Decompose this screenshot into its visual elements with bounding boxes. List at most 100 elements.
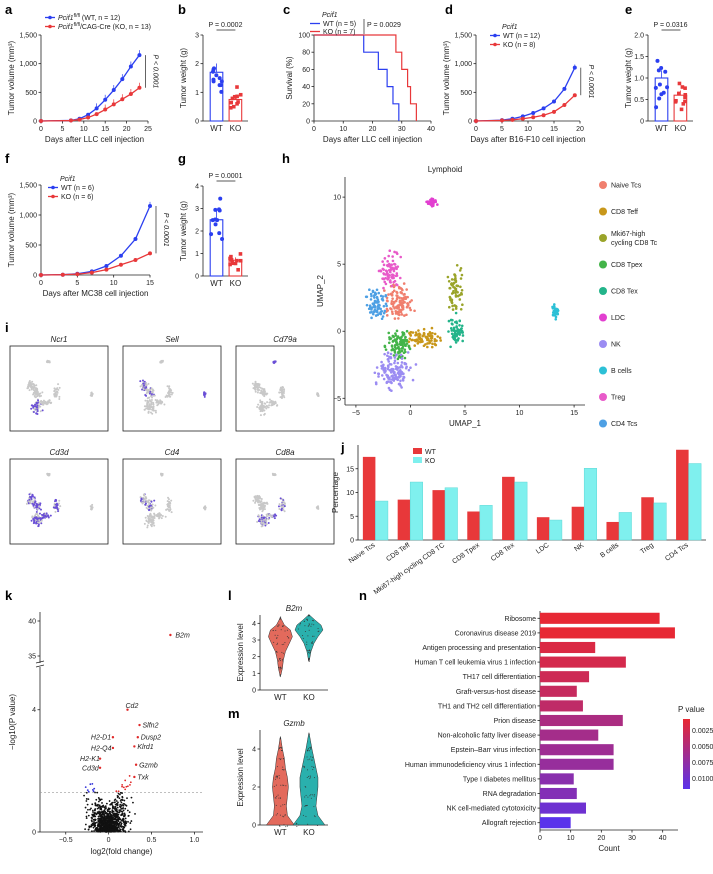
x-tick-label: 5 [500, 126, 504, 133]
feature-point [45, 512, 48, 515]
data-point [655, 58, 660, 63]
umap-point [401, 346, 404, 350]
cell-point [317, 631, 319, 633]
gene-point [87, 798, 90, 800]
umap-point [395, 283, 398, 286]
umap-point [414, 333, 417, 337]
cell-point [283, 643, 285, 645]
gene-annotation: H2-K1 [80, 756, 100, 763]
feature-point [139, 380, 142, 383]
feature-point [165, 508, 168, 511]
gene-point [121, 785, 123, 788]
gene-annotation: Slfn2 [143, 723, 159, 730]
feature-point [56, 508, 59, 511]
x-tick-label: 20 [597, 835, 605, 842]
feature-point [148, 408, 151, 411]
gene-point [94, 808, 97, 810]
feature-point [253, 384, 256, 387]
gene-point [98, 804, 101, 807]
feature-point [280, 505, 283, 508]
y-tick-label: 4 [195, 184, 199, 191]
data-point [89, 270, 94, 275]
feature-point [264, 405, 267, 408]
umap-point [382, 286, 385, 290]
feature-point [259, 414, 262, 417]
feature-point [146, 399, 149, 402]
umap-point [450, 332, 454, 336]
umap-point [388, 376, 391, 379]
gene-point [96, 829, 99, 832]
umap-point [454, 278, 457, 281]
umap-point [402, 300, 405, 303]
gene-point [94, 802, 97, 805]
gene-point [115, 813, 118, 816]
y-tick-label: 4 [32, 707, 36, 714]
data-point [572, 93, 577, 98]
gene-point [103, 813, 106, 816]
umap-point [459, 266, 463, 270]
cell-point [279, 666, 281, 668]
bar-wt [397, 499, 411, 540]
feature-point [30, 499, 33, 502]
feature-point [143, 500, 146, 503]
gene-point [126, 785, 129, 788]
legend-marker [48, 15, 52, 20]
cell-point [313, 815, 315, 817]
umap-point [392, 368, 395, 371]
bar-wt [676, 449, 689, 540]
cell-point [283, 816, 285, 818]
data-point [681, 102, 686, 106]
gene-point [110, 825, 113, 828]
gene-point [105, 816, 108, 819]
cell-point [313, 806, 315, 808]
umap-point [456, 294, 460, 298]
feature-point [254, 501, 257, 504]
data-point [653, 85, 658, 90]
cell-point [307, 796, 309, 798]
cell-point [307, 749, 309, 751]
y-tick-label: 0 [640, 119, 644, 126]
feature-point [260, 519, 263, 522]
umap-point [400, 361, 404, 364]
umap-point [391, 273, 395, 277]
gene-point [108, 821, 111, 824]
y-axis-label: Tumor volume (mm³) [7, 192, 16, 267]
umap-point [376, 298, 380, 301]
x-tick-label: 40 [659, 835, 667, 842]
feature-point [36, 512, 39, 515]
feature-point [25, 502, 28, 505]
data-point [39, 119, 43, 123]
umap-point [430, 336, 434, 340]
cell-point [308, 732, 310, 734]
pathway-label: NK cell-mediated cytotoxicity [447, 806, 537, 813]
umap-point [381, 267, 385, 271]
gene-point [87, 814, 90, 817]
x-tick-label: 0 [474, 126, 478, 133]
y-tick-label: −5 [333, 396, 341, 403]
umap-point [434, 343, 438, 347]
legend-swatch [599, 287, 607, 295]
cell-point [313, 624, 315, 626]
feature-point [262, 506, 265, 509]
feature-point [38, 512, 41, 515]
cell-point [276, 813, 278, 815]
cell-point [276, 642, 278, 644]
gene-point [109, 828, 112, 831]
umap-point [416, 342, 420, 345]
umap-point [447, 319, 451, 323]
umap-point [430, 326, 434, 330]
feature-point [283, 505, 286, 508]
gene-point [121, 812, 124, 815]
axis-break-mark [35, 660, 45, 664]
feature-point [54, 510, 57, 513]
cell-point [286, 825, 288, 827]
data-point [118, 253, 123, 258]
annotated-gene-point [134, 763, 138, 766]
umap-point [413, 339, 417, 342]
cell-point [304, 796, 306, 798]
umap-point [394, 305, 398, 309]
cell-point [304, 766, 306, 768]
gene-point [98, 827, 101, 830]
feature-point [143, 408, 146, 411]
y-tick-label: 4 [252, 747, 256, 754]
